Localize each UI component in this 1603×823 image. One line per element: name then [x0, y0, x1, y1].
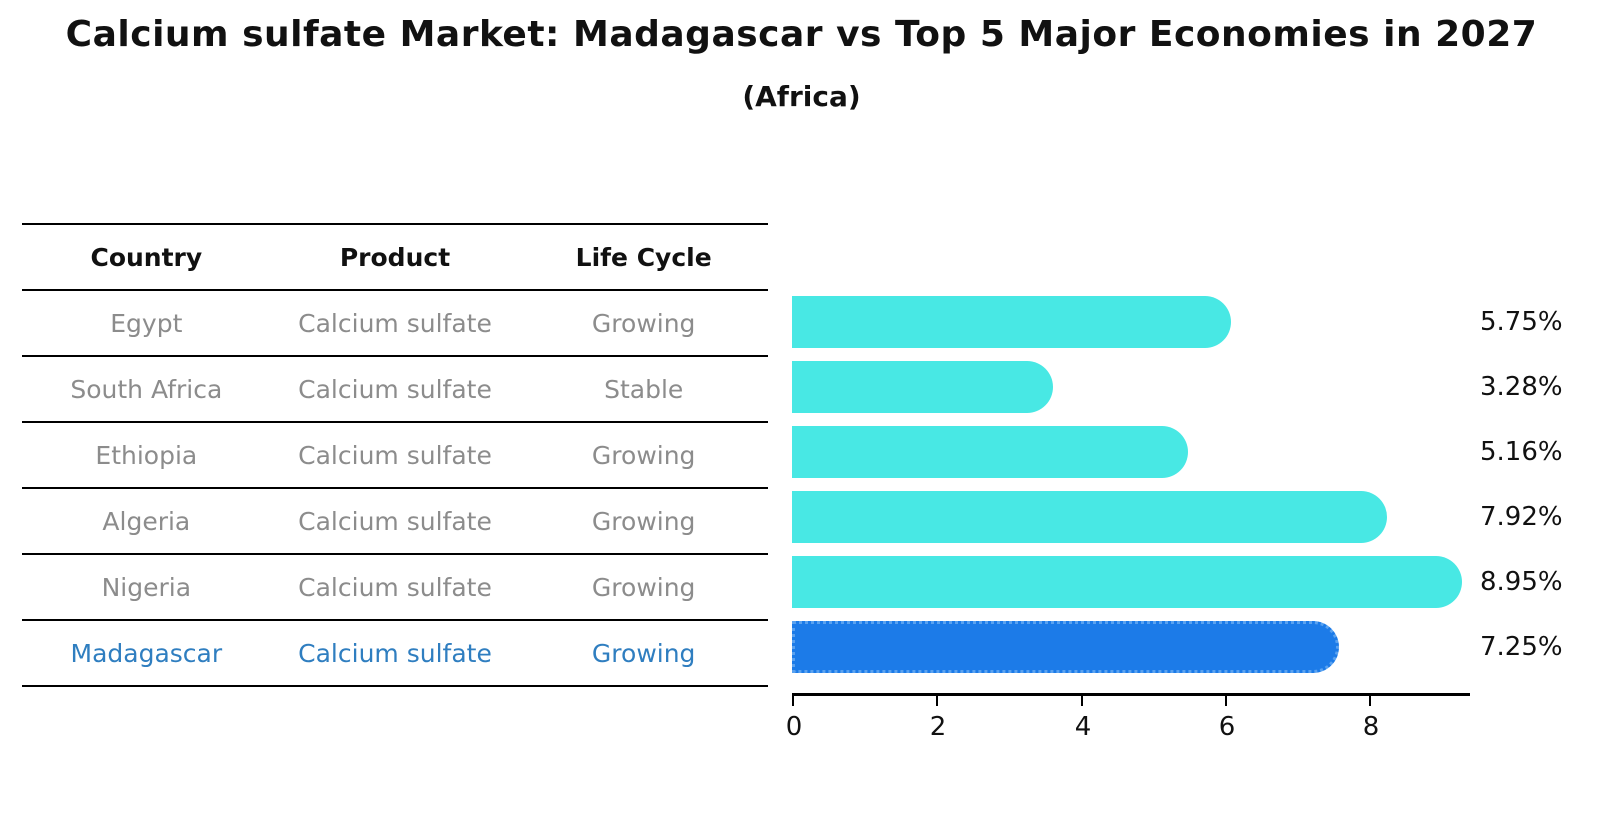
- table-row-algeria: Algeria Calcium sulfate Growing: [22, 489, 768, 555]
- cell-country: Algeria: [102, 506, 191, 536]
- table-row-egypt: Egypt Calcium sulfate Growing: [22, 291, 768, 357]
- bar-row-egypt: 5.75%: [792, 289, 1603, 354]
- bar-row-south-africa: 3.28%: [792, 354, 1603, 419]
- bar-row-ethiopia: 5.16%: [792, 419, 1603, 484]
- cell-country: South Africa: [70, 374, 223, 404]
- cell-lifecycle: Stable: [604, 374, 684, 404]
- value-label: 7.92%: [1480, 501, 1563, 532]
- column-header-product: Product: [339, 242, 451, 272]
- value-label: 8.95%: [1480, 566, 1563, 597]
- table-header-row: Country Product Life Cycle: [22, 225, 768, 291]
- bar-row-algeria: 7.92%: [792, 484, 1603, 549]
- cell-lifecycle: Growing: [591, 572, 696, 602]
- bar-ethiopia: [792, 425, 1188, 478]
- column-header-country: Country: [90, 242, 203, 272]
- value-label: 5.16%: [1480, 436, 1563, 467]
- bar-egypt: [792, 295, 1231, 348]
- x-axis-tick: 0: [786, 696, 802, 742]
- bar-row-nigeria: 8.95%: [792, 549, 1603, 614]
- cell-product: Calcium sulfate: [298, 440, 492, 470]
- cell-lifecycle: Growing: [591, 440, 696, 470]
- cell-lifecycle: Growing: [591, 308, 696, 338]
- x-axis-tick: 8: [1363, 696, 1379, 742]
- table-row-madagascar: Madagascar Calcium sulfate Growing: [22, 621, 768, 687]
- bar-madagascar-highlighted: [792, 620, 1339, 673]
- x-tick-label: 2: [929, 712, 947, 742]
- cell-product: Calcium sulfate: [298, 308, 492, 338]
- column-header-lifecycle: Life Cycle: [575, 242, 712, 272]
- cell-product: Calcium sulfate: [298, 506, 492, 536]
- chart-title: Calcium sulfate Market: Madagascar vs To…: [65, 14, 1538, 55]
- cell-lifecycle: Growing: [591, 506, 696, 536]
- value-label: 7.25%: [1480, 631, 1563, 662]
- cell-country: Egypt: [110, 308, 183, 338]
- table-row-ethiopia: Ethiopia Calcium sulfate Growing: [22, 423, 768, 489]
- bar-algeria: [792, 490, 1387, 543]
- cell-country: Nigeria: [101, 572, 192, 602]
- cell-country: Madagascar: [70, 638, 223, 668]
- x-tick-label: 6: [1218, 712, 1236, 742]
- table-row-nigeria: Nigeria Calcium sulfate Growing: [22, 555, 768, 621]
- chart-subtitle: (Africa): [742, 80, 861, 113]
- country-table: Country Product Life Cycle Egypt Calcium…: [22, 223, 768, 687]
- x-tick-label: 4: [1074, 712, 1092, 742]
- x-axis-tick: 2: [930, 696, 946, 742]
- cell-product: Calcium sulfate: [298, 638, 492, 668]
- value-label: 3.28%: [1480, 371, 1563, 402]
- cell-country: Ethiopia: [95, 440, 198, 470]
- value-label: 5.75%: [1480, 306, 1563, 337]
- x-axis-line: [792, 693, 1470, 696]
- cell-product: Calcium sulfate: [298, 374, 492, 404]
- bar-plot-area: 5.75% 3.28% 5.16% 7.92% 8.95% 7.25%: [792, 289, 1603, 679]
- x-axis-tick: 6: [1219, 696, 1235, 742]
- bar-row-madagascar: 7.25%: [792, 614, 1603, 679]
- cell-lifecycle: Growing: [591, 638, 696, 668]
- x-axis-tick: 4: [1075, 696, 1091, 742]
- x-tick-label: 0: [785, 712, 803, 742]
- cell-product: Calcium sulfate: [298, 572, 492, 602]
- x-axis: 0 2 4 6 8: [786, 693, 1603, 753]
- table-row-south-africa: South Africa Calcium sulfate Stable: [22, 357, 768, 423]
- bar-nigeria: [792, 555, 1462, 608]
- x-tick-label: 8: [1362, 712, 1380, 742]
- bar-south-africa: [792, 360, 1053, 413]
